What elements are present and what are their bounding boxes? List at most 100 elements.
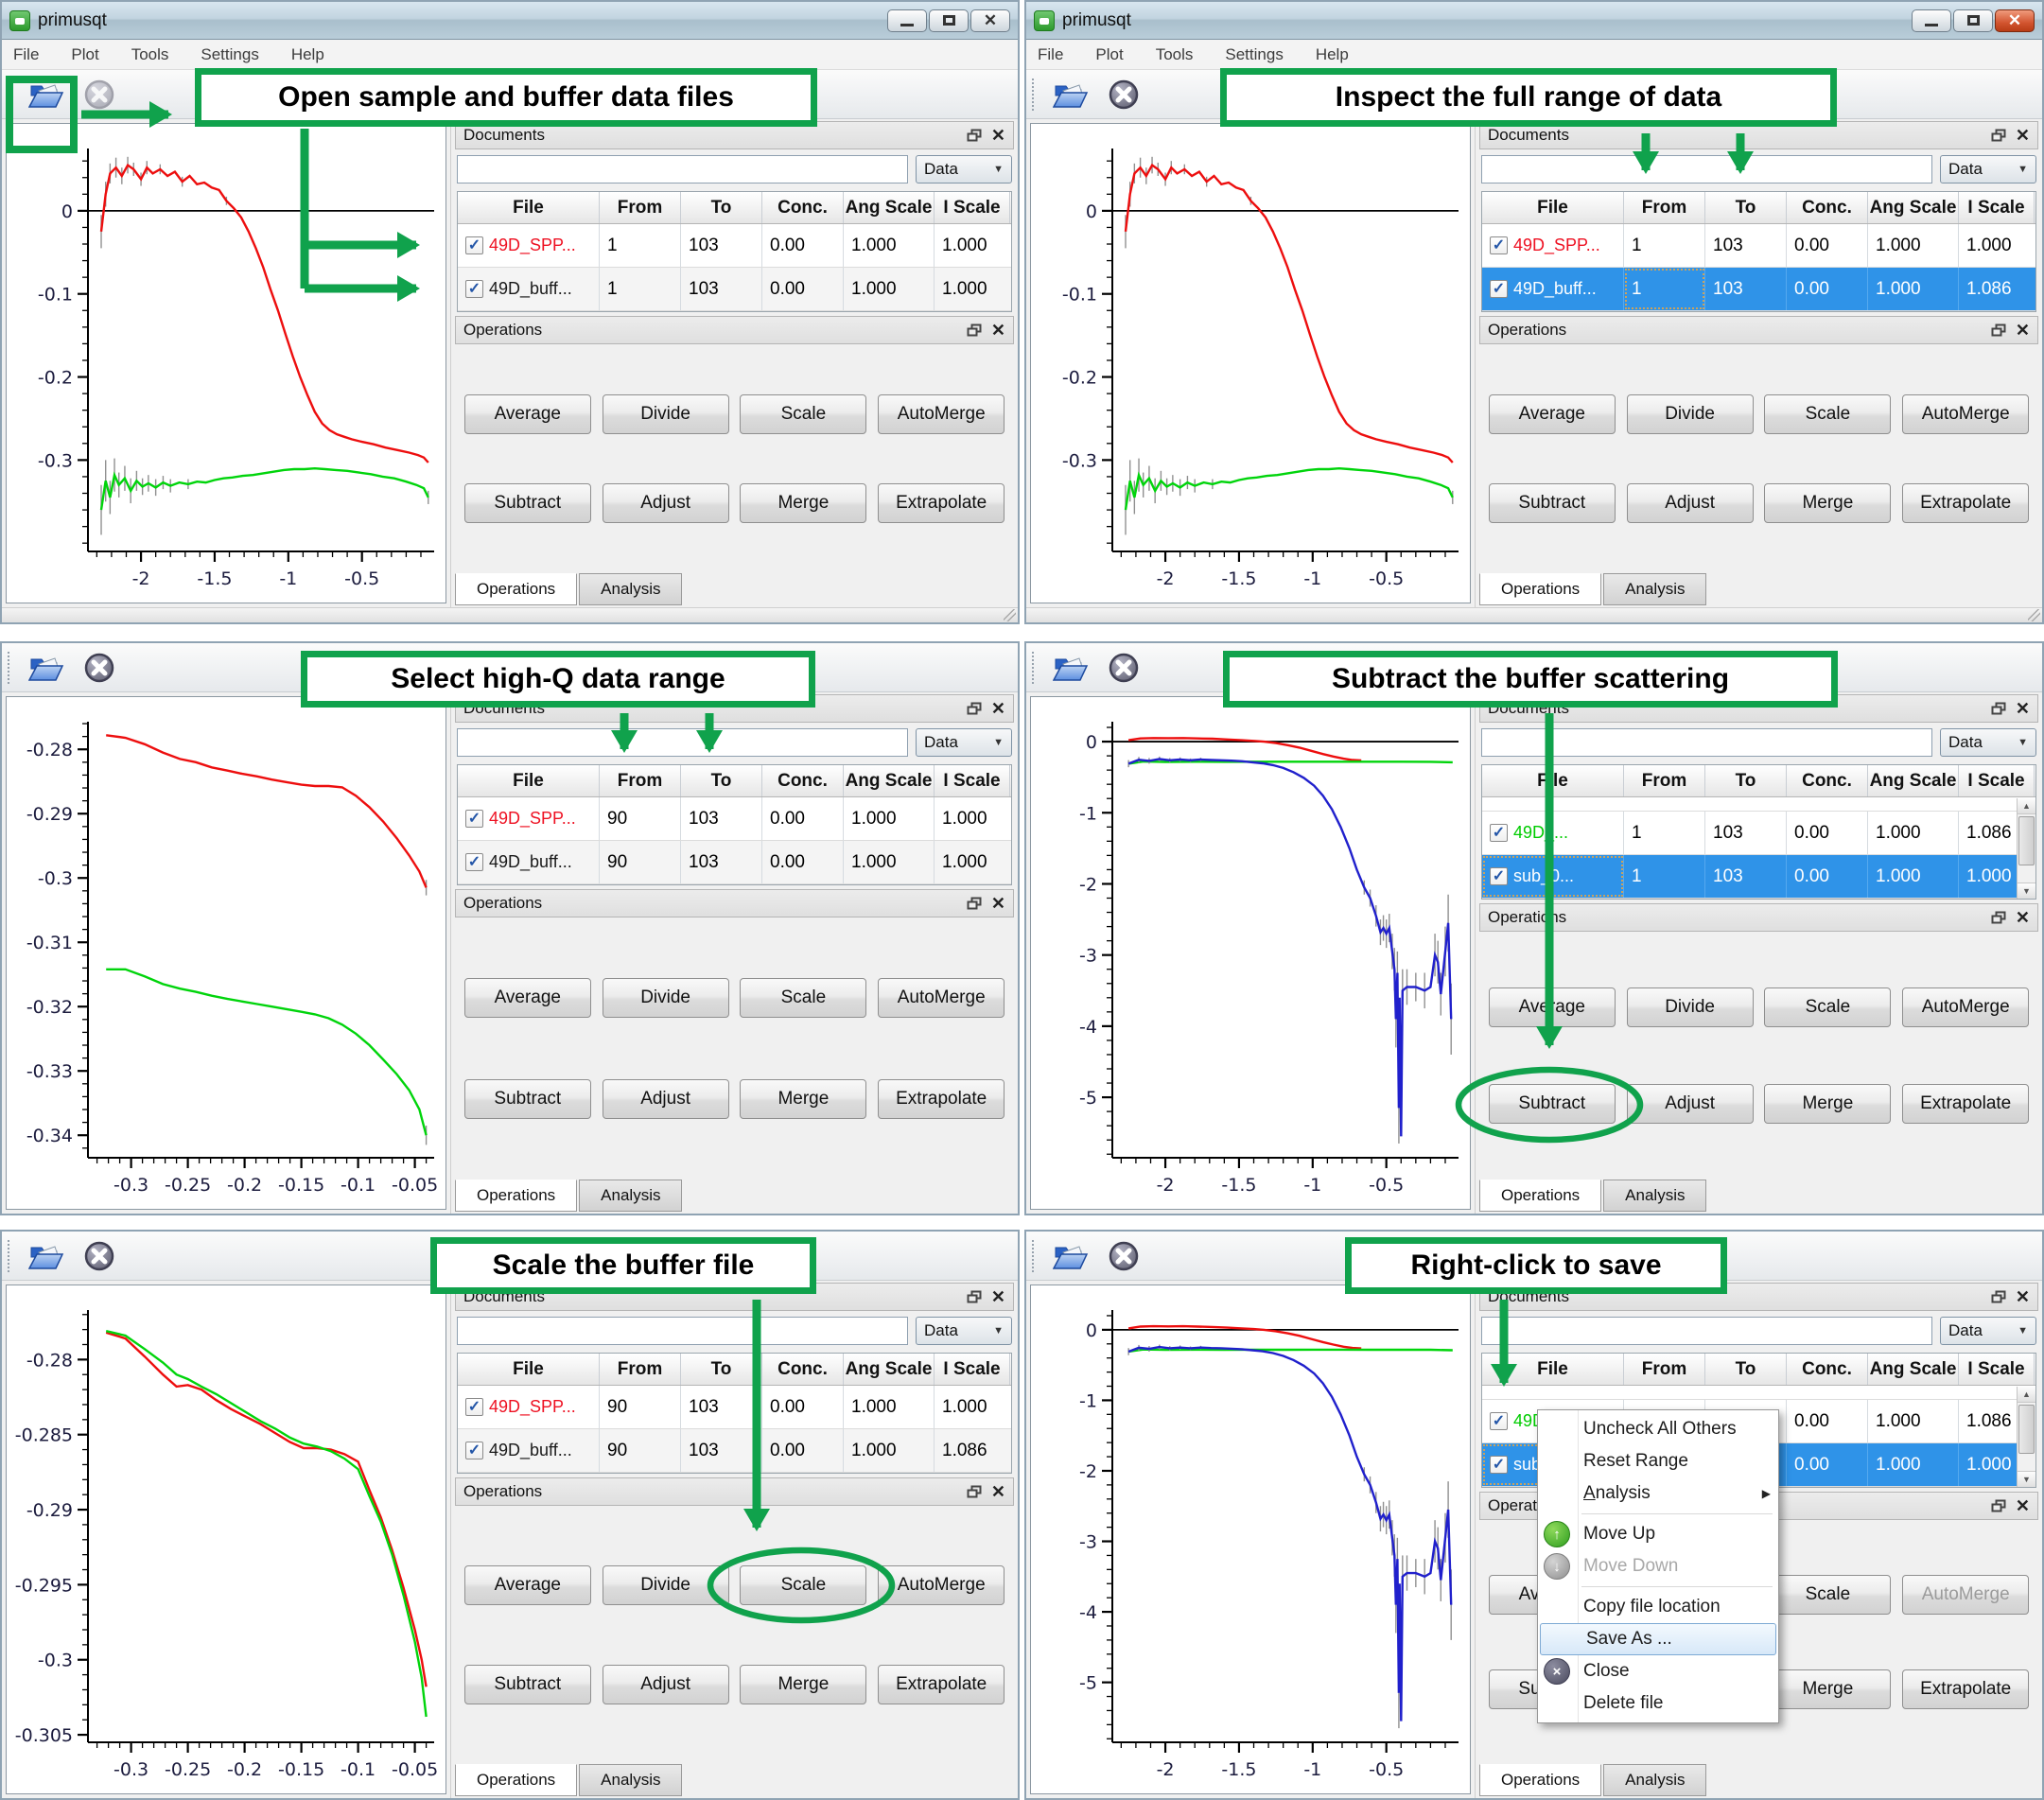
cell-i-scale[interactable]: 1.000 — [1966, 235, 2012, 255]
data-dropdown[interactable]: Data ▼ — [916, 155, 1012, 183]
tab-operations[interactable]: Operations — [455, 573, 578, 605]
cell-ang-scale[interactable]: 1.000 — [1868, 1400, 1959, 1442]
header-i-scale[interactable]: I Scale — [1959, 1354, 2035, 1385]
scattering-plot[interactable]: -2 -1.5 -1 -0.5 0 -0.1 -0.2 -0.3 — [1031, 124, 1470, 603]
subtract-button[interactable]: Subtract — [463, 1078, 591, 1119]
automerge-button[interactable]: AutoMerge — [878, 393, 1005, 434]
cell-ang-scale[interactable]: 1.000 — [844, 1386, 935, 1428]
scroll-down-button[interactable]: ▼ — [2018, 883, 2035, 899]
toolbar-drag-handle[interactable] — [1032, 78, 1036, 111]
cell-conc[interactable]: 0.00 — [1787, 224, 1868, 267]
toolbar-drag-handle[interactable] — [8, 78, 11, 111]
cell-from[interactable]: 90 — [600, 841, 681, 883]
close-button[interactable]: ✕ — [1995, 9, 2035, 32]
menu-help[interactable]: Help — [1315, 44, 1349, 63]
maximize-button[interactable] — [1953, 9, 1993, 32]
header-file[interactable]: File — [458, 1354, 600, 1385]
automerge-button[interactable]: AutoMerge — [1902, 393, 2030, 434]
menu-item-delete-file[interactable]: Delete file — [1583, 1693, 1664, 1713]
header-to[interactable]: To — [681, 192, 762, 223]
remove-file-button[interactable] — [1104, 75, 1144, 114]
header-to[interactable]: To — [1705, 192, 1787, 223]
divide-button[interactable]: Divide — [1626, 393, 1754, 434]
header-i-scale[interactable]: I Scale — [935, 1354, 1010, 1385]
open-file-button[interactable] — [26, 1236, 66, 1276]
cell-ang-scale[interactable]: 1.000 — [844, 841, 935, 883]
open-file-button[interactable] — [1051, 75, 1091, 114]
window-titlebar[interactable]: primusqt ✕ — [2, 2, 1018, 40]
cell-ang-scale[interactable]: 1.000 — [1868, 855, 1959, 898]
extrapolate-button[interactable]: Extrapolate — [1902, 1669, 2030, 1709]
menu-item-reset-range[interactable]: Reset Range — [1583, 1451, 1688, 1471]
cell-to[interactable]: 103 — [681, 841, 762, 883]
dock-float-button[interactable] — [967, 702, 982, 715]
scattering-plot[interactable]: -2 -1.5 -1 -0.5 0 -1 -2 -3 -4 -5 — [1031, 1285, 1470, 1793]
table-row[interactable]: ✓ 49D_buff... 90 103 0.00 1.000 1.000 — [458, 841, 1011, 884]
cell-to[interactable]: 103 — [681, 1386, 762, 1428]
table-row[interactable]: ✓ 49D_buff... 1 103 0.00 1.000 1.086 — [1482, 268, 2035, 311]
cell-ang-scale[interactable]: 1.000 — [844, 1429, 935, 1472]
table-row[interactable]: ✓ sub_0... 1 103 0.00 1.000 1.000 — [1482, 855, 2035, 899]
automerge-button[interactable]: AutoMerge — [1902, 1575, 2030, 1615]
scattering-plot[interactable]: -2 -1.5 -1 -0.5 0 -0.1 -0.2 -0.3 — [7, 124, 445, 603]
resize-grip[interactable] — [1004, 609, 1016, 621]
menu-item-copy-file-location[interactable]: Copy file location — [1583, 1597, 1721, 1617]
header-to[interactable]: To — [1705, 765, 1787, 796]
scale-button[interactable]: Scale — [1764, 987, 1892, 1028]
tab-operations[interactable]: Operations — [1479, 1180, 1602, 1212]
header-file[interactable]: File — [1482, 765, 1624, 796]
remove-file-button[interactable] — [79, 75, 119, 114]
cell-conc[interactable]: 0.00 — [1787, 855, 1868, 898]
merge-button[interactable]: Merge — [1764, 483, 1892, 524]
tab-analysis[interactable]: Analysis — [1603, 573, 1707, 605]
menu-item-uncheck-all-others[interactable]: Uncheck All Others — [1583, 1419, 1737, 1439]
divide-button[interactable]: Divide — [602, 978, 729, 1019]
average-button[interactable]: Average — [463, 393, 591, 434]
cell-conc[interactable]: 0.00 — [762, 1386, 844, 1428]
scale-button[interactable]: Scale — [1764, 1575, 1892, 1615]
merge-button[interactable]: Merge — [740, 1078, 867, 1119]
table-row[interactable]: ✓ 49D_SPP... 1 103 0.00 1.000 1.000 — [458, 224, 1011, 268]
tab-operations[interactable]: Operations — [455, 1180, 578, 1212]
cell-ang-scale[interactable]: 1.000 — [1868, 1443, 1959, 1486]
header-i-scale[interactable]: I Scale — [935, 765, 1010, 796]
cell-to[interactable]: 103 — [681, 797, 762, 840]
cell-i-scale[interactable]: 1.086 — [1966, 1410, 2012, 1431]
header-ang-scale[interactable]: Ang Scale — [844, 1354, 935, 1385]
cell-to[interactable]: 103 — [681, 268, 762, 310]
cell-from[interactable]: 90 — [600, 1429, 681, 1472]
cell-conc[interactable]: 0.00 — [762, 224, 844, 267]
dock-close-button[interactable]: ✕ — [2015, 1287, 2030, 1306]
header-conc[interactable]: Conc. — [762, 765, 844, 796]
scattering-plot[interactable]: -2 -1.5 -1 -0.5 0 -1 -2 -3 -4 -5 — [1031, 697, 1470, 1209]
average-button[interactable]: Average — [1488, 987, 1616, 1028]
data-dropdown[interactable]: Data ▼ — [1940, 155, 2036, 183]
menu-settings[interactable]: Settings — [201, 44, 259, 63]
dock-float-button[interactable] — [1991, 1290, 2006, 1303]
cell-ang-scale[interactable]: 1.000 — [1868, 268, 1959, 310]
cell-conc[interactable]: 0.00 — [1787, 812, 1868, 854]
window-titlebar[interactable]: primusqt ✕ — [1026, 2, 2042, 40]
cell-conc[interactable]: 0.00 — [762, 1429, 844, 1472]
cell-i-scale[interactable]: 1.000 — [1966, 865, 2012, 886]
table-row[interactable]: ✓ 49D_SPP... 90 103 0.00 1.000 1.000 — [458, 1386, 1011, 1429]
header-i-scale[interactable]: I Scale — [935, 192, 1010, 223]
header-file[interactable]: File — [458, 765, 600, 796]
file-checkbox[interactable]: ✓ — [1490, 1412, 1508, 1430]
tab-analysis[interactable]: Analysis — [579, 573, 683, 605]
divide-button[interactable]: Divide — [1626, 987, 1754, 1028]
adjust-button[interactable]: Adjust — [602, 1078, 729, 1119]
merge-button[interactable]: Merge — [740, 483, 867, 524]
cell-to[interactable]: 103 — [681, 1429, 762, 1472]
subtract-button[interactable]: Subtract — [463, 1665, 591, 1704]
file-checkbox[interactable]: ✓ — [1490, 280, 1508, 298]
open-file-button[interactable] — [26, 648, 66, 688]
scroll-up-button[interactable]: ▲ — [2018, 798, 2035, 814]
tab-analysis[interactable]: Analysis — [579, 1764, 683, 1796]
cell-ang-scale[interactable]: 1.000 — [1868, 812, 1959, 854]
dock-close-button[interactable]: ✕ — [990, 321, 1005, 340]
tab-operations[interactable]: Operations — [455, 1764, 578, 1796]
table-scrollbar[interactable]: ▲ ▼ — [2017, 798, 2035, 899]
file-checkbox[interactable]: ✓ — [465, 1398, 483, 1416]
scroll-up-button[interactable]: ▲ — [2018, 1387, 2035, 1403]
